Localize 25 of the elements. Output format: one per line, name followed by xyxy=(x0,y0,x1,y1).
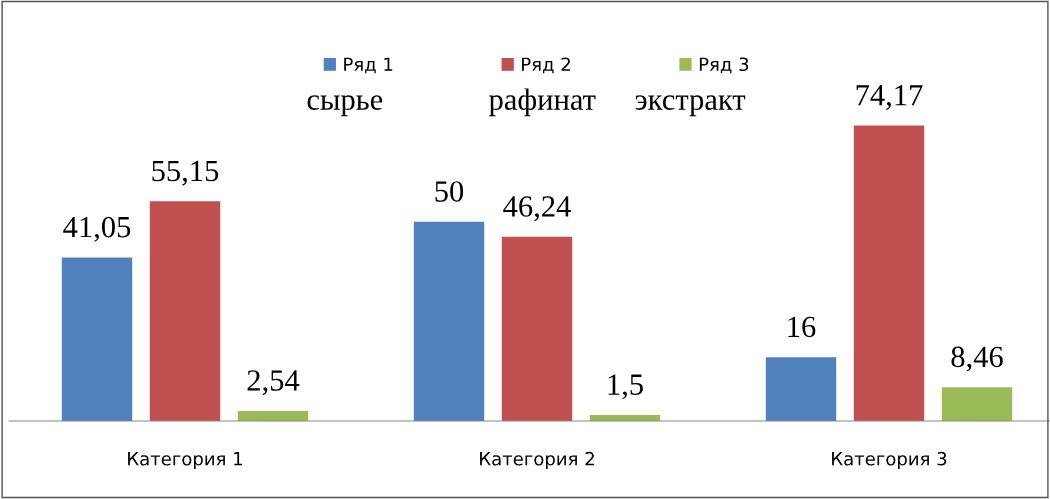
data-label: 1,5 xyxy=(608,374,643,400)
data-label: 16 xyxy=(788,316,816,338)
x-tick-label: Категория 3 xyxy=(832,451,947,470)
text: сырье xyxy=(307,95,383,117)
legend-label: Ряд 2 xyxy=(522,57,570,74)
legend-label: Ряд 3 xyxy=(699,57,749,74)
bar xyxy=(501,236,573,421)
bar xyxy=(765,357,837,421)
data-label: 46,24 xyxy=(503,196,571,222)
bar xyxy=(61,257,133,421)
x-tick-label: Категория 2 xyxy=(480,451,594,470)
bar xyxy=(941,387,1013,421)
data-label: 50 xyxy=(435,181,464,202)
data-label: 41,05 xyxy=(63,216,131,242)
text: рафинат xyxy=(489,88,596,117)
x-tick-label: Категория 1 xyxy=(128,452,242,470)
bar xyxy=(149,201,221,421)
legend-label: Ряд 1 xyxy=(344,57,393,74)
data-label: 74,17 xyxy=(856,85,923,110)
data-label: 55,15 xyxy=(152,160,219,186)
bar xyxy=(413,221,485,421)
data-label: 2,54 xyxy=(247,370,300,396)
bar xyxy=(853,125,925,421)
text: экстракт xyxy=(635,95,746,117)
data-label: 8,46 xyxy=(951,346,1003,372)
